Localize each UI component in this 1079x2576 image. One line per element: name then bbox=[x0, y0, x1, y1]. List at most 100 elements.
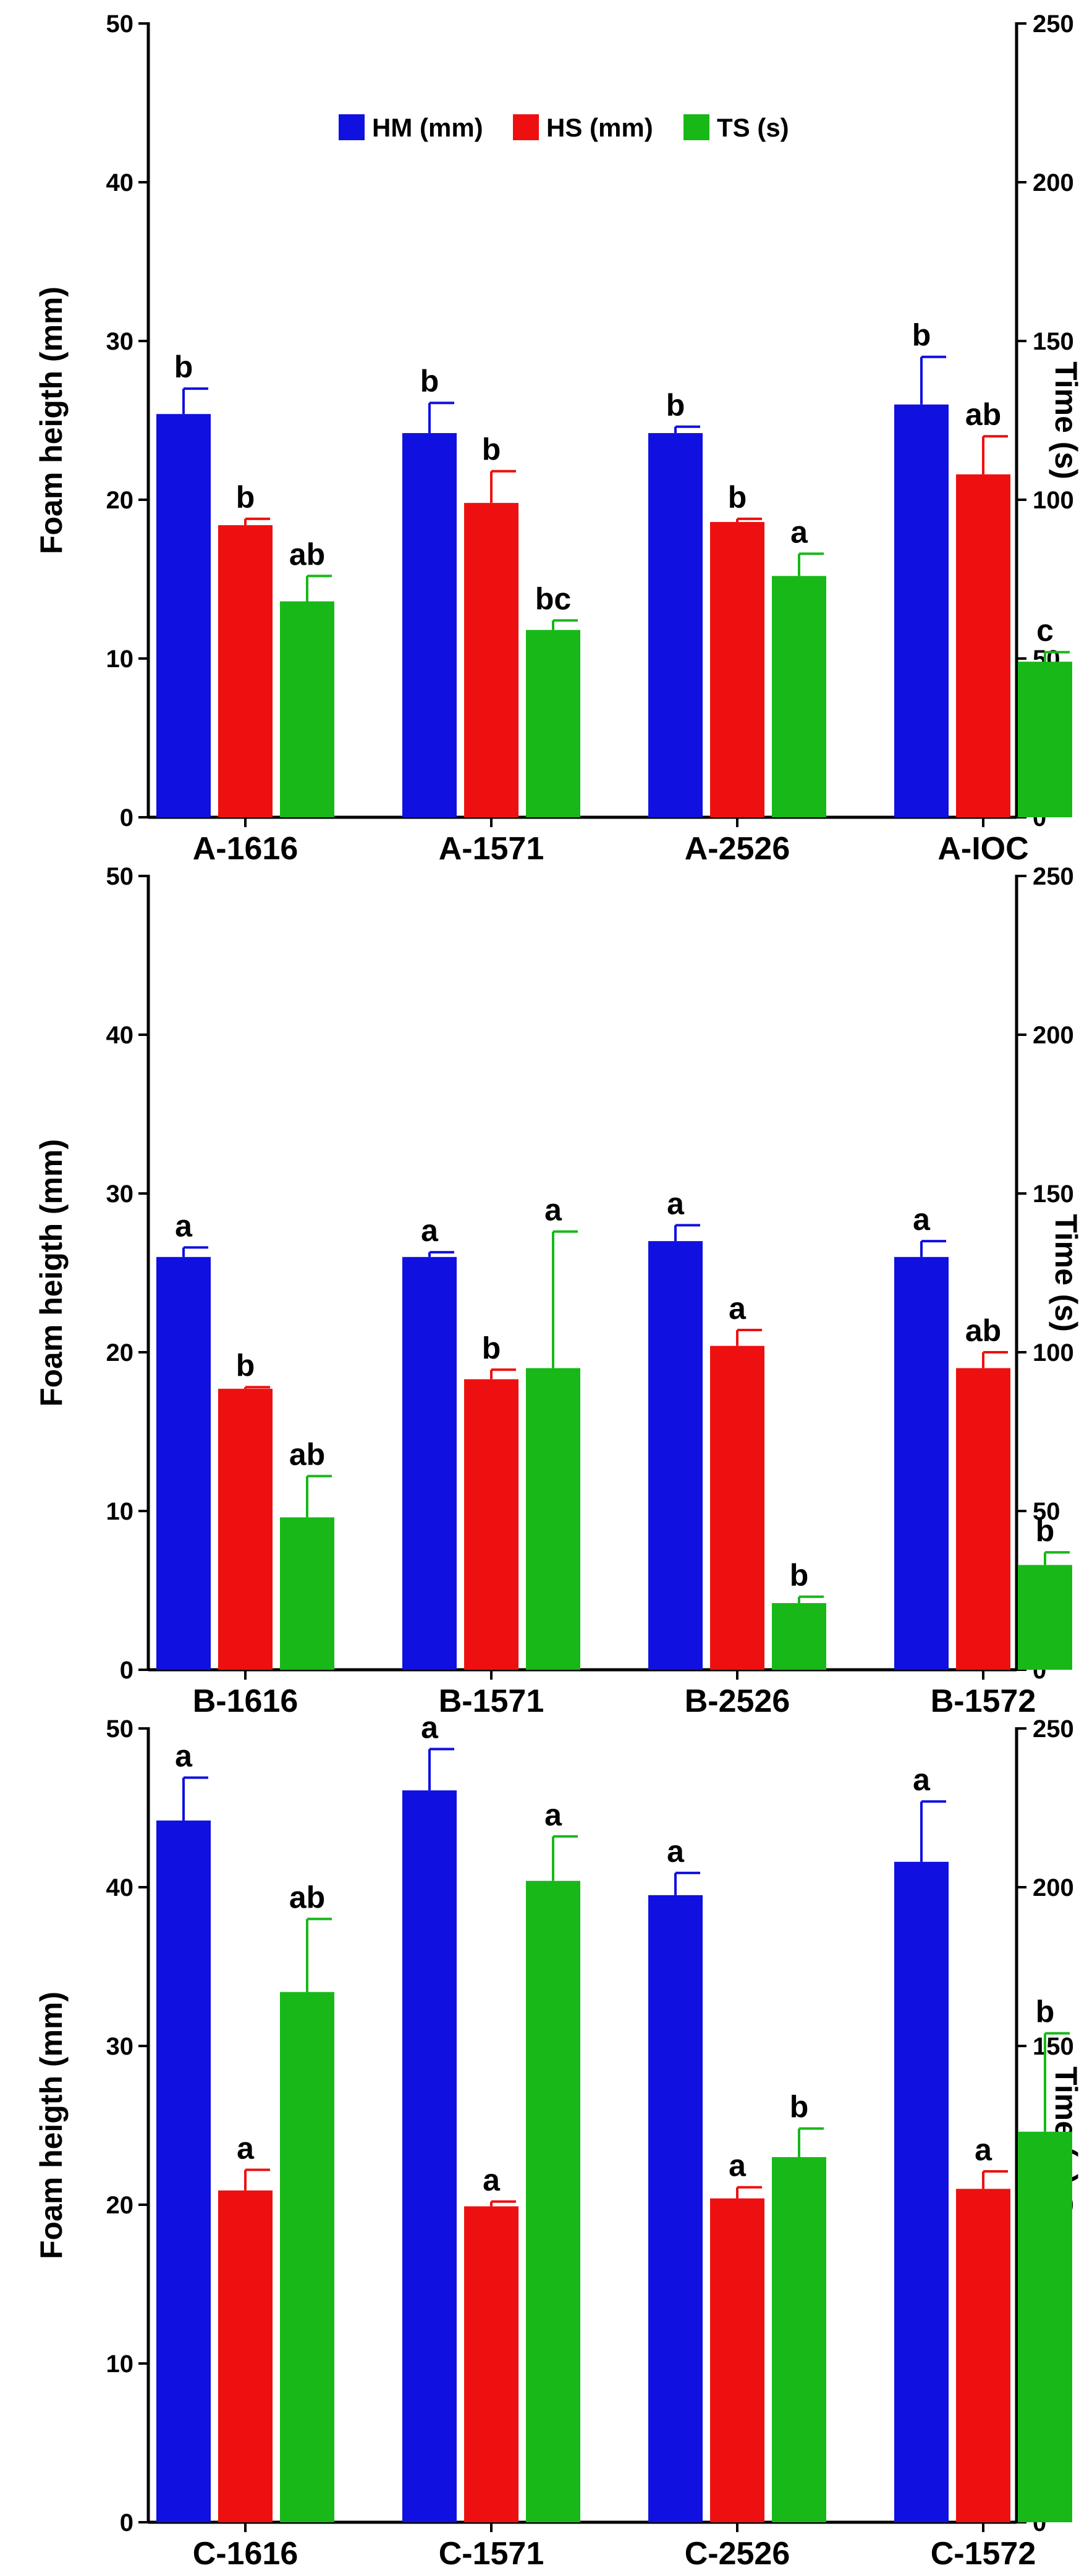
right-tick-label: 100 bbox=[1033, 1339, 1074, 1366]
bar-hm bbox=[894, 404, 949, 817]
significance-label: a bbox=[913, 1202, 931, 1237]
bar-hs bbox=[464, 2206, 518, 2522]
bar-ts bbox=[772, 576, 826, 817]
significance-label: a bbox=[175, 1739, 193, 1774]
y-axis-title: Foam heigth (mm) bbox=[34, 1992, 69, 2259]
category-label: B-2526 bbox=[685, 1683, 790, 1719]
bar-hs bbox=[956, 474, 1010, 817]
left-tick-label: 50 bbox=[106, 863, 134, 890]
significance-label: a bbox=[913, 1762, 931, 1797]
bar-hs bbox=[464, 1379, 518, 1670]
left-tick-label: 40 bbox=[106, 1022, 134, 1049]
significance-label: b bbox=[790, 2090, 809, 2124]
significance-label: b bbox=[482, 1331, 501, 1365]
y2-axis-title: Time (s) bbox=[1049, 361, 1079, 479]
left-tick-label: 20 bbox=[106, 2192, 134, 2219]
bar-hm bbox=[402, 1256, 457, 1670]
right-tick-label: 250 bbox=[1033, 863, 1074, 890]
bar-hm bbox=[648, 1895, 703, 2522]
left-tick-label: 20 bbox=[106, 487, 134, 514]
bar-ts bbox=[280, 601, 334, 817]
bar-hs bbox=[218, 525, 273, 817]
significance-label: ab bbox=[289, 1880, 325, 1914]
significance-label: b bbox=[1036, 1994, 1055, 2029]
right-tick-label: 250 bbox=[1033, 1715, 1074, 1743]
significance-label: b bbox=[174, 350, 193, 384]
bar-hm bbox=[894, 1256, 949, 1670]
left-tick-label: 0 bbox=[120, 1657, 133, 1684]
left-tick-label: 30 bbox=[106, 2033, 134, 2060]
right-tick-label: 250 bbox=[1033, 11, 1074, 38]
bar-hs bbox=[956, 2189, 1010, 2522]
bar-ts bbox=[280, 1517, 334, 1670]
bar-hs bbox=[464, 503, 518, 817]
bar-hm bbox=[648, 1241, 703, 1670]
bar-hs bbox=[710, 1345, 764, 1670]
significance-label: a bbox=[790, 515, 808, 549]
bar-hm bbox=[402, 433, 457, 817]
significance-label: ab bbox=[289, 537, 325, 571]
significance-label: a bbox=[175, 1208, 193, 1243]
bar-ts bbox=[1018, 662, 1072, 817]
significance-label: b bbox=[912, 318, 931, 353]
legend: HM (mm) HS (mm) TS (s) bbox=[339, 113, 789, 142]
significance-label: bc bbox=[535, 581, 571, 616]
category-label: B-1616 bbox=[193, 1683, 298, 1719]
bar-hs bbox=[218, 1389, 273, 1670]
right-tick-label: 50 bbox=[1033, 1498, 1060, 1525]
significance-label: ab bbox=[965, 397, 1001, 432]
category-label: B-1572 bbox=[931, 1683, 1036, 1719]
category-label: A-IOC bbox=[937, 831, 1028, 867]
bar-hm bbox=[402, 1790, 457, 2522]
significance-label: a bbox=[667, 1834, 685, 1869]
legend-swatch-ts bbox=[683, 114, 709, 140]
left-tick-label: 10 bbox=[106, 1498, 134, 1525]
significance-label: a bbox=[544, 1798, 562, 1832]
bar-ts bbox=[772, 1603, 826, 1670]
significance-label: a bbox=[729, 1291, 747, 1326]
bar-ts bbox=[526, 629, 580, 817]
left-tick-label: 30 bbox=[106, 1181, 134, 1208]
bar-hs bbox=[956, 1368, 1010, 1670]
right-tick-label: 150 bbox=[1033, 1181, 1074, 1208]
bar-ts bbox=[280, 1992, 334, 2522]
bar-ts bbox=[1018, 2131, 1072, 2522]
bar-hm bbox=[894, 1861, 949, 2522]
legend-swatch-hs bbox=[513, 114, 539, 140]
significance-label: b bbox=[482, 432, 501, 467]
left-tick-label: 50 bbox=[106, 11, 134, 38]
left-tick-label: 10 bbox=[106, 2351, 134, 2378]
legend-label-hm: HM (mm) bbox=[372, 113, 483, 142]
significance-label: b bbox=[1036, 1513, 1055, 1548]
right-tick-label: 200 bbox=[1033, 1874, 1074, 1901]
bar-ts bbox=[772, 2157, 826, 2522]
right-tick-label: 200 bbox=[1033, 169, 1074, 196]
category-label: C-1571 bbox=[439, 2536, 544, 2572]
right-tick-label: 150 bbox=[1033, 328, 1074, 355]
significance-label: a bbox=[237, 2131, 255, 2165]
bar-ts bbox=[1018, 1565, 1072, 1670]
right-tick-label: 100 bbox=[1033, 487, 1074, 514]
significance-label: a bbox=[421, 1710, 439, 1745]
bar-hm bbox=[156, 414, 211, 817]
left-tick-label: 0 bbox=[120, 804, 133, 831]
significance-label: ab bbox=[965, 1313, 1001, 1348]
left-tick-label: 40 bbox=[106, 1874, 134, 1901]
significance-label: b bbox=[420, 364, 439, 398]
significance-label: b bbox=[666, 388, 685, 423]
significance-label: b bbox=[236, 480, 255, 515]
significance-label: b bbox=[236, 1349, 255, 1383]
significance-label: b bbox=[790, 1558, 809, 1593]
left-tick-label: 0 bbox=[120, 2509, 133, 2536]
left-tick-label: 30 bbox=[106, 328, 134, 355]
right-tick-label: 200 bbox=[1033, 1022, 1074, 1049]
bar-hm bbox=[648, 433, 703, 817]
left-tick-label: 50 bbox=[106, 1715, 134, 1743]
category-label: B-1571 bbox=[439, 1683, 544, 1719]
legend-swatch-hm bbox=[339, 114, 365, 140]
left-tick-label: 20 bbox=[106, 1339, 134, 1366]
y-axis-title: Foam heigth (mm) bbox=[34, 1139, 69, 1407]
